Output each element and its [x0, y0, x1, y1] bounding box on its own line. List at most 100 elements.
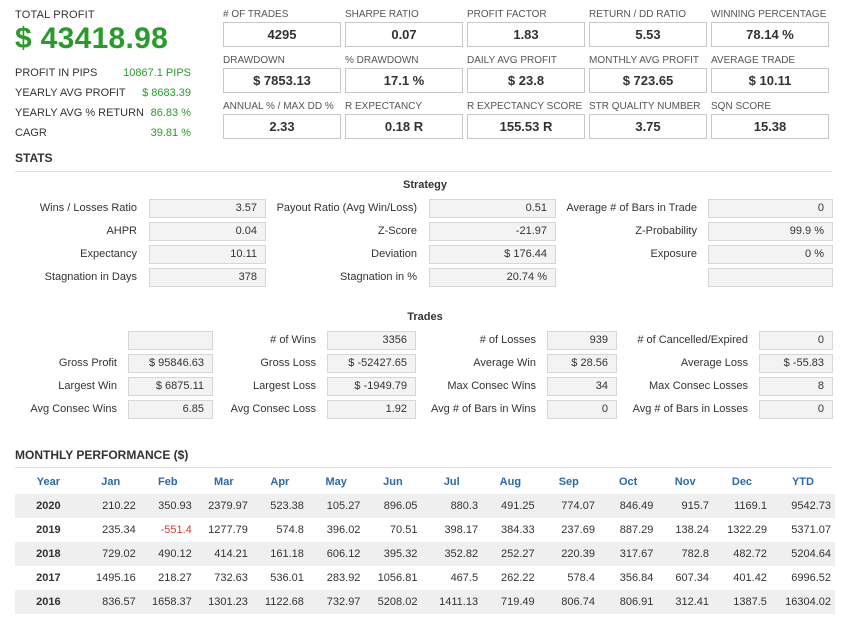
month-value-cell: 283.92 — [326, 572, 361, 584]
kpi-label: SQN SCORE — [711, 101, 772, 112]
kpi-value: 155.53 R — [467, 114, 585, 139]
kpi-label: DRAWDOWN — [223, 55, 285, 66]
month-value-cell: 578.4 — [567, 572, 595, 584]
kpi-label: ANNUAL % / MAX DD % — [223, 101, 334, 112]
month-value-cell: 490.12 — [139, 542, 196, 566]
kpi-card: R EXPECTANCY SCORE 155.53 R — [467, 101, 585, 139]
kpi-value: 1.83 — [467, 22, 585, 47]
year-cell: 2016 — [15, 590, 82, 614]
trade-stat-value: $ 95846.63 — [128, 354, 213, 373]
kpi-card: RETURN / DD RATIO 5.53 — [589, 9, 707, 47]
stat-value: 378 — [149, 268, 266, 287]
kpi-card: WINNING PERCENTAGE 78.14 % — [711, 9, 829, 47]
column-header[interactable]: YTD — [791, 476, 814, 488]
column-header[interactable]: Nov — [674, 476, 696, 488]
stat-value: 0 % — [708, 245, 833, 264]
trades-title: Trades — [407, 311, 443, 323]
kpi-card: SQN SCORE 15.38 — [711, 101, 829, 139]
stat-label: Average # of Bars in Trade — [566, 202, 697, 214]
kpi-value: 5.53 — [589, 22, 707, 47]
kpi-label: R EXPECTANCY — [345, 101, 423, 112]
month-value-cell: 1658.37 — [139, 590, 196, 614]
column-header[interactable]: Year — [36, 476, 61, 488]
table-body: 2020 210.22 350.93 2379.97 523.38 105.27 896.0… — [15, 494, 835, 614]
column-header[interactable]: Jun — [383, 476, 403, 488]
kpi-label: RETURN / DD RATIO — [589, 9, 687, 20]
trade-stat-label: Average Loss — [680, 357, 748, 369]
column-header[interactable]: Aug — [499, 476, 522, 488]
month-value-cell: 401.42 — [733, 572, 767, 584]
profit-summary-row: YEARLY AVG PROFIT $ 8683.39 — [15, 85, 191, 105]
table-row: 2016 836.57 1658.37 1301.23 1122.68 732.97 520… — [15, 590, 835, 614]
table-row: 2019 235.34 -551.4 1277.79 574.8 396.02 70.51 3… — [15, 518, 835, 542]
month-value-cell: 350.93 — [139, 494, 196, 518]
stat-value: 0.51 — [429, 199, 556, 218]
month-value-cell: 210.22 — [81, 494, 140, 518]
column-header[interactable]: Dec — [731, 476, 753, 488]
trade-stat-value: 3356 — [327, 331, 416, 350]
stats-divider — [15, 171, 832, 172]
month-value-cell: 384.33 — [501, 524, 535, 536]
column-header[interactable]: Mar — [214, 476, 234, 488]
month-value-cell: 70.51 — [389, 524, 418, 536]
month-value-cell: 1122.68 — [251, 590, 308, 614]
column-header[interactable]: Jan — [101, 476, 121, 488]
stat-label: Z-Score — [377, 225, 417, 237]
profit-summary-label: PROFIT IN PIPS — [15, 67, 98, 79]
kpi-value: $ 723.65 — [589, 68, 707, 93]
trade-stat-label: # of Wins — [270, 334, 316, 346]
kpi-value: $ 23.8 — [467, 68, 585, 93]
trade-stat-value: 6.85 — [128, 400, 213, 419]
stat-value — [708, 268, 833, 287]
column-header[interactable]: Jul — [443, 476, 460, 488]
month-value-cell: 1056.81 — [377, 572, 418, 584]
month-value-cell: 6996.52 — [791, 572, 831, 584]
stat-value: 0.04 — [149, 222, 266, 241]
column-header[interactable]: Oct — [618, 476, 638, 488]
month-value-cell: 138.24 — [675, 524, 710, 536]
kpi-value: $ 7853.13 — [223, 68, 341, 93]
year-cell: 2017 — [36, 572, 61, 584]
stat-label: Payout Ratio (Avg Win/Loss) — [276, 202, 417, 214]
column-header[interactable]: Sep — [558, 476, 579, 488]
kpi-value: 2.33 — [223, 114, 341, 139]
profit-summary-label: YEARLY AVG % RETURN — [15, 107, 144, 119]
month-value-cell: 161.18 — [251, 542, 308, 566]
stat-label: Stagnation in Days — [44, 271, 137, 283]
column-header[interactable]: Feb — [157, 476, 178, 488]
kpi-card: ANNUAL % / MAX DD % 2.33 — [223, 101, 341, 139]
month-value-cell: 774.07 — [538, 494, 599, 518]
stat-value: 10.11 — [149, 245, 266, 264]
month-value-cell: 607.34 — [675, 572, 710, 584]
month-value-cell: 719.49 — [482, 590, 539, 614]
table-row: 2020 210.22 350.93 2379.97 523.38 105.27 896.0… — [15, 494, 835, 518]
profit-summary-value: 10867.1 PIPS — [123, 67, 191, 79]
profit-summary-value: 86.83 % — [150, 107, 191, 119]
profit-summary-row: YEARLY AVG % RETURN 86.83 % — [15, 105, 191, 125]
month-value-cell: 395.32 — [364, 542, 422, 566]
month-value-cell: 782.8 — [657, 542, 714, 566]
year-cell: 2018 — [15, 542, 82, 566]
month-value-cell: 356.84 — [619, 572, 654, 584]
year-cell: 2019 — [36, 524, 61, 536]
column-header[interactable]: Apr — [270, 476, 290, 488]
month-value-cell: 887.29 — [619, 524, 654, 536]
trade-stat-label: Avg # of Bars in Wins — [431, 403, 536, 415]
kpi-label: AVERAGE TRADE — [711, 55, 796, 66]
month-value-cell: 482.72 — [713, 542, 771, 566]
trade-stat-value: $ -1949.79 — [327, 377, 416, 396]
monthly-performance-table: Year Jan Feb Mar Apr May Jun Jul Aug Sep Oct Nov Dec… — [15, 470, 835, 614]
month-value-cell: 5371.07 — [791, 524, 831, 536]
table-header-row: Year Jan Feb Mar Apr May Jun Jul Aug Sep Oct Nov Dec… — [15, 470, 835, 494]
total-profit-value: $ 43418.98 — [15, 22, 169, 55]
kpi-label: R EXPECTANCY SCORE — [467, 101, 583, 112]
month-value-cell: 396.02 — [326, 524, 361, 536]
month-value-cell: 1322.29 — [727, 524, 767, 536]
month-value-cell: 220.39 — [538, 542, 599, 566]
trade-stat-label: Average Win — [473, 357, 536, 369]
trade-stat-value: $ -52427.65 — [327, 354, 416, 373]
monthly-performance-title: MONTHLY PERFORMANCE ($) — [15, 448, 189, 462]
column-header[interactable]: May — [325, 476, 347, 488]
month-value-cell: 218.27 — [158, 572, 192, 584]
trade-stat-value: $ 28.56 — [547, 354, 617, 373]
